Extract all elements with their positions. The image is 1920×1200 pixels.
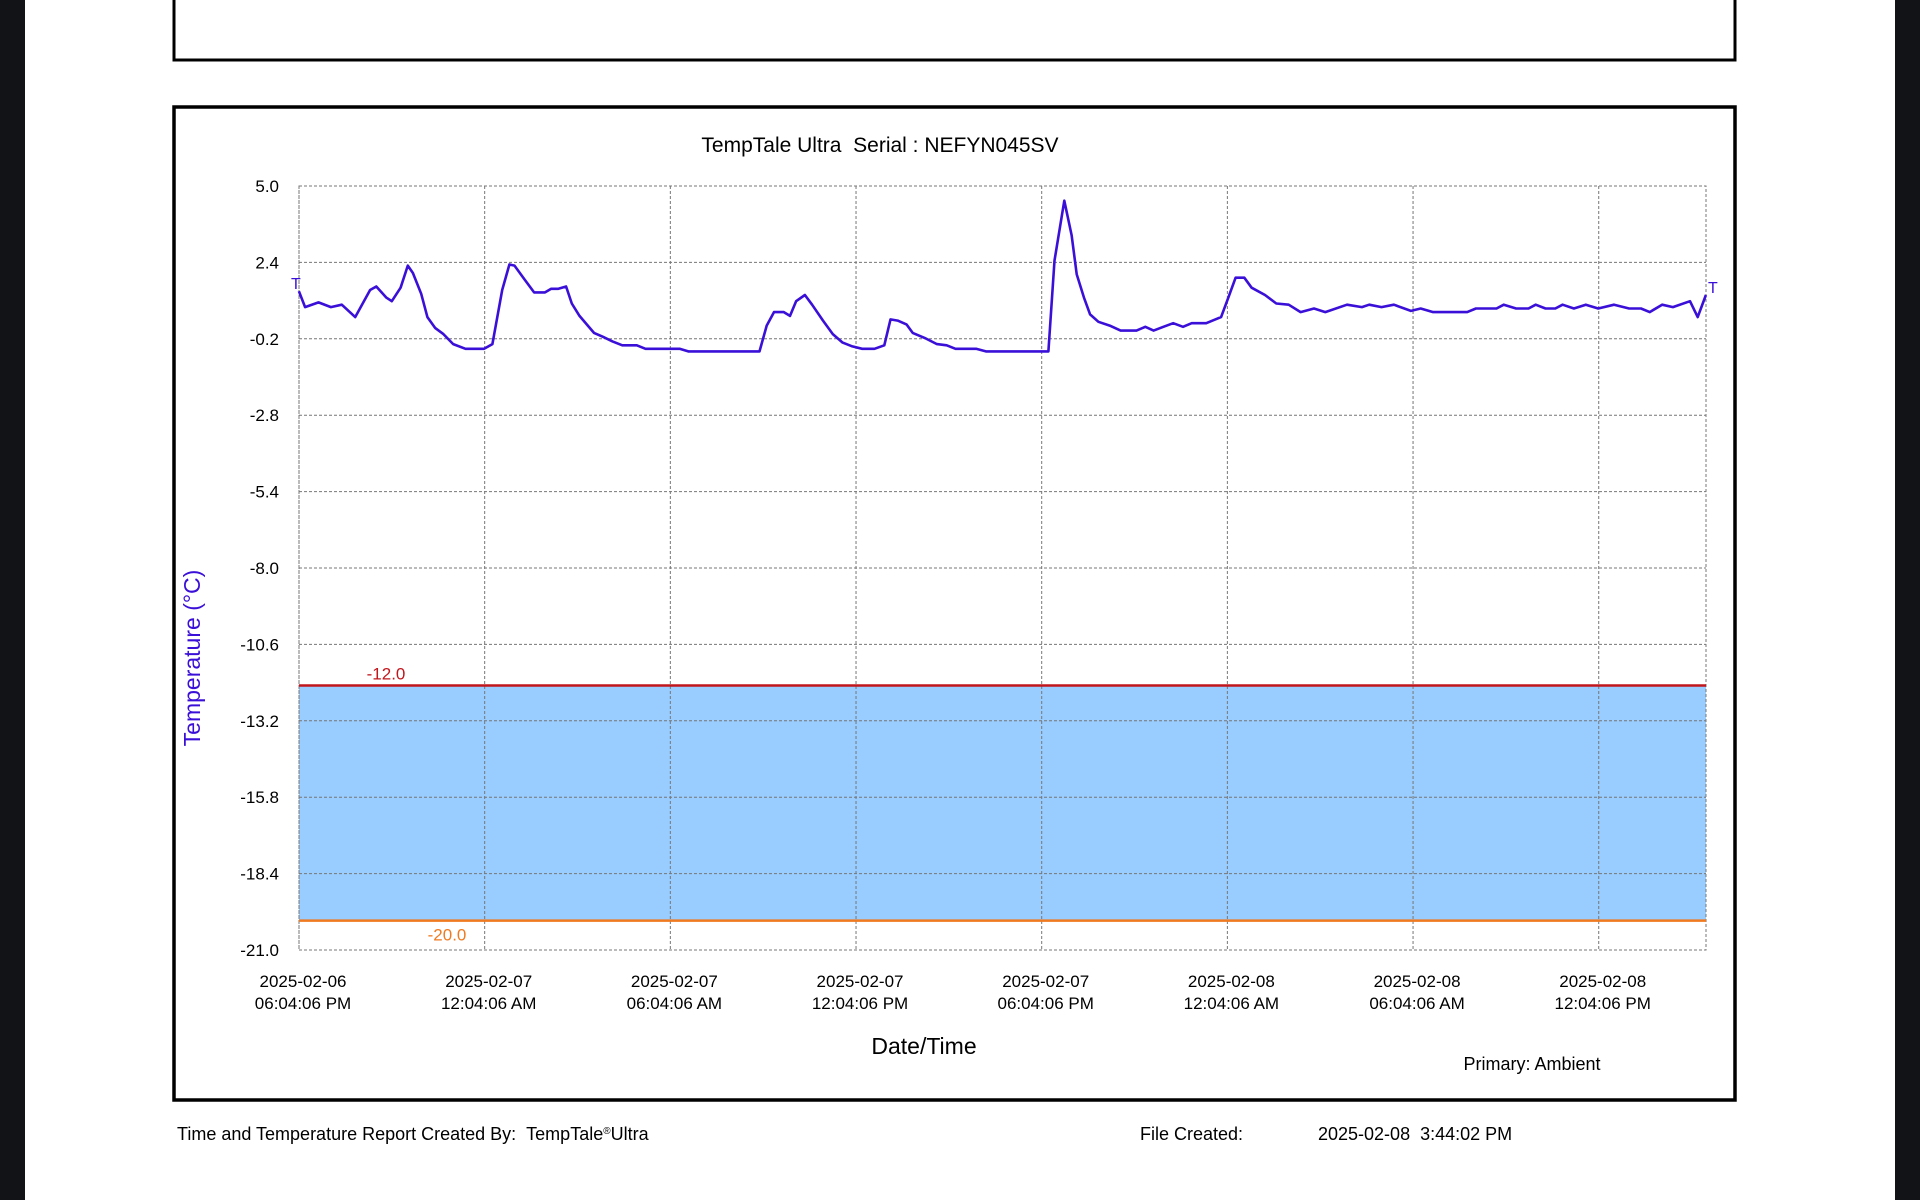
trip-marker: T <box>1708 280 1718 297</box>
y-tick-label: -5.4 <box>250 483 279 502</box>
x-tick-label: 06:04:06 PM <box>997 994 1093 1013</box>
x-tick-label: 2025-02-07 <box>631 972 718 991</box>
file-created-date: 2025-02-08 3:44:02 PM <box>1318 1124 1512 1144</box>
x-tick-label: 2025-02-08 <box>1188 972 1275 991</box>
y-tick-label: -10.6 <box>240 635 279 654</box>
threshold-label: -12.0 <box>367 665 406 684</box>
x-tick-label: 2025-02-08 <box>1559 972 1646 991</box>
x-tick-label: 06:04:06 AM <box>1369 994 1464 1013</box>
y-tick-label: 5.0 <box>255 177 279 196</box>
y-tick-label: -13.2 <box>240 712 279 731</box>
y-axis-label: Temperature (°C) <box>179 570 205 747</box>
y-tick-label: -15.8 <box>240 788 279 807</box>
file-created-label: File Created: <box>1140 1124 1243 1144</box>
chart-title: TempTale Ultra Serial : NEFYN045SV <box>701 134 1058 157</box>
page-sheet <box>25 0 1895 1200</box>
x-tick-label: 2025-02-08 <box>1374 972 1461 991</box>
trip-marker: T <box>291 276 301 293</box>
legend-entry: Primary: Ambient <box>1463 1054 1600 1074</box>
chart-panel <box>172 105 1737 1102</box>
plot-border <box>298 185 1707 951</box>
x-tick-label: 2025-02-07 <box>817 972 904 991</box>
created-by-label: Time and Temperature Report Created By: <box>177 1124 516 1144</box>
x-tick-label: 12:04:06 PM <box>812 994 908 1013</box>
x-tick-label: 2025-02-06 <box>260 972 347 991</box>
y-tick-label: -0.2 <box>250 330 279 349</box>
threshold-label: -20.0 <box>428 926 467 945</box>
x-tick-label: 06:04:06 PM <box>255 994 351 1013</box>
y-tick-label: -18.4 <box>240 865 279 884</box>
x-tick-label: 12:04:06 AM <box>441 994 536 1013</box>
plot-area: 5.0 2.4 -0.2 -2.8 -5.4 -8.0 -10.6 -13.2 -15.8 -18… <box>240 177 1718 1013</box>
y-tick-label: -2.8 <box>250 406 279 425</box>
data-line <box>297 199 1708 353</box>
x-tick-label: 12:04:06 PM <box>1555 994 1651 1013</box>
product-suffix: Ultra <box>611 1124 650 1144</box>
y-tick-label: 2.4 <box>255 253 279 272</box>
previous-panel <box>172 0 1737 62</box>
x-tick-label: 2025-02-07 <box>1002 972 1089 991</box>
y-tick-label: -21.0 <box>240 941 279 960</box>
threshold-band <box>299 685 1706 921</box>
x-axis-label: Date/Time <box>871 1033 976 1059</box>
x-tick-label: 12:04:06 AM <box>1184 994 1279 1013</box>
x-tick-label: 06:04:06 AM <box>627 994 722 1013</box>
y-tick-label: -8.0 <box>250 559 279 578</box>
footer-created-by: Time and Temperature Report Created By: T… <box>177 1124 650 1144</box>
product-name: TempTale <box>526 1124 603 1144</box>
registered-mark: ® <box>603 1126 611 1137</box>
x-tick-label: 2025-02-07 <box>445 972 532 991</box>
